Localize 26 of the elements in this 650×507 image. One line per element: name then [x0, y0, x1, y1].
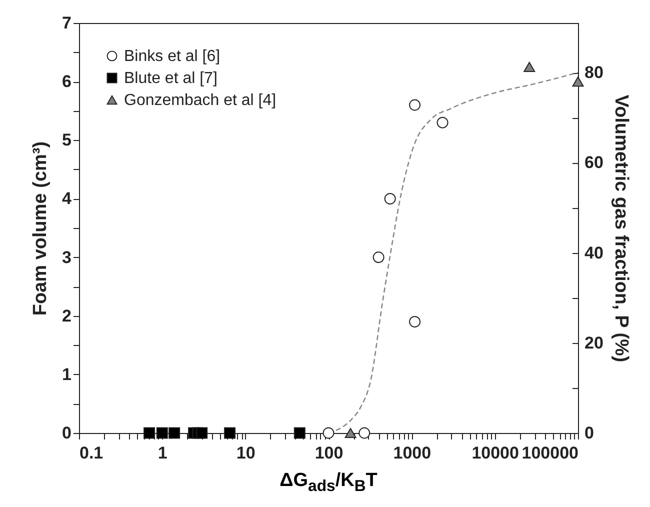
y-tick-label: 0: [62, 424, 72, 442]
y-tick-label: 6: [62, 72, 72, 92]
y2-tick-label: 20: [584, 333, 604, 352]
y-axis-title: Foam volume (cm³): [30, 141, 52, 316]
legend-label: Gonzembach et al [4]: [124, 92, 276, 109]
y-tick-label: 3: [62, 248, 72, 267]
x-tick-label: 1: [158, 444, 168, 462]
x-tick-label: 0.1: [80, 444, 104, 462]
y-tick-label: 1: [62, 364, 72, 384]
y-tick-label: 7: [62, 14, 72, 32]
x-axis-title: ΔG$_{ads}$/K$_{B}$T: [278, 470, 378, 496]
y-tick-label: 2: [62, 306, 72, 326]
y-tick-label: 4: [62, 189, 72, 208]
x-tick-label: 10000: [472, 444, 519, 462]
x-tick-label: 100000: [522, 444, 578, 462]
x-tick-label: 10: [236, 444, 256, 462]
legend-label: Blute et al [7]: [124, 70, 218, 87]
x-tick-label: 100: [314, 444, 344, 462]
y2-tick-label: 40: [584, 243, 604, 262]
y2-tick-label: 60: [584, 153, 604, 172]
legend-label: Binks et al [6]: [124, 48, 220, 65]
y2-axis-title: Volumetric gas fraction, P (%): [610, 94, 632, 362]
y-tick-label: 5: [62, 130, 72, 150]
y2-tick-label: 0: [584, 424, 594, 442]
y2-tick-label: 80: [584, 63, 604, 82]
x-tick-label: 1000: [393, 444, 432, 462]
